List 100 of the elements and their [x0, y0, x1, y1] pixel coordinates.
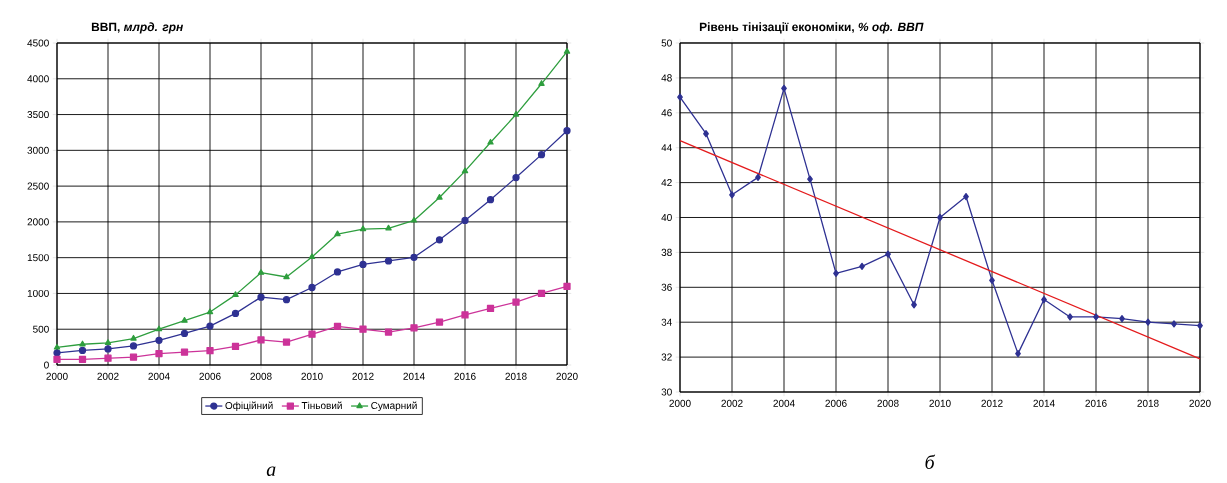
- point: [78, 355, 87, 363]
- point: [512, 173, 520, 182]
- y-tick-label: 36: [661, 283, 672, 291]
- point: [180, 329, 189, 338]
- point: [282, 338, 291, 346]
- point: [180, 348, 189, 356]
- point: [181, 317, 188, 323]
- point: [384, 257, 393, 265]
- x-tick-label: 2012: [352, 372, 374, 380]
- point: [512, 110, 520, 117]
- x-tick-label: 2010: [929, 399, 951, 407]
- point: [308, 283, 316, 292]
- y-tick-label: 38: [661, 248, 672, 256]
- point: [1119, 315, 1125, 323]
- legend-label: Сумарний: [371, 401, 417, 412]
- x-tick-label: 2000: [669, 399, 691, 407]
- point: [257, 336, 265, 344]
- point: [461, 311, 469, 319]
- point: [1067, 313, 1073, 321]
- point: [537, 289, 546, 298]
- point: [231, 309, 240, 318]
- point: [729, 191, 735, 199]
- text: а: [266, 466, 276, 477]
- point: [989, 276, 995, 284]
- y-tick-label: 40: [661, 213, 672, 222]
- point: [130, 334, 137, 341]
- y-tick-label: 0: [44, 361, 49, 369]
- point: [104, 339, 112, 345]
- point: [129, 353, 138, 361]
- point: [359, 325, 367, 333]
- point: [911, 301, 917, 309]
- y-tick-label: 1000: [27, 289, 49, 297]
- x-tick-label: 2014: [403, 372, 425, 380]
- point: [461, 167, 469, 174]
- point: [410, 216, 418, 223]
- legend-label: Офіційний: [225, 401, 273, 412]
- y-tick-label: 30: [661, 388, 672, 396]
- point: [807, 175, 813, 183]
- point: [435, 236, 444, 244]
- y-tick-label: 4000: [27, 75, 49, 83]
- y-tick-label: 44: [661, 144, 672, 152]
- point: [486, 304, 495, 313]
- point: [257, 269, 265, 275]
- point: [1093, 313, 1099, 321]
- point: [282, 296, 291, 304]
- point: [283, 273, 290, 280]
- point: [333, 322, 342, 330]
- x-tick-label: 2018: [1137, 399, 1159, 407]
- point: [308, 330, 316, 338]
- point: [384, 328, 393, 336]
- point: [755, 173, 761, 181]
- x-tick-label: 2008: [877, 399, 899, 407]
- point: [129, 342, 138, 350]
- point: [206, 322, 214, 330]
- point: [79, 340, 86, 347]
- x-tick-label: 2020: [1189, 399, 1211, 407]
- x-tick-label: 2002: [721, 399, 743, 407]
- point: [155, 336, 163, 344]
- y-tick-label: 3000: [27, 146, 49, 154]
- point: [104, 354, 112, 362]
- x-tick-label: 2012: [981, 399, 1003, 407]
- point: [53, 349, 61, 357]
- x-tick-label: 2006: [199, 372, 221, 380]
- text: б: [925, 454, 936, 470]
- y-tick-label: 50: [661, 39, 672, 47]
- point: [231, 342, 240, 351]
- point: [538, 80, 545, 86]
- point: [232, 291, 239, 298]
- y-tick-label: 1500: [27, 254, 49, 262]
- y-tick-label: 2000: [27, 218, 49, 226]
- point: [833, 269, 839, 277]
- point: [308, 253, 316, 260]
- point: [1197, 322, 1203, 330]
- point: [537, 150, 546, 159]
- point: [333, 268, 342, 276]
- point: [410, 253, 418, 261]
- y-tick-label: 500: [33, 325, 49, 333]
- x-tick-label: 2016: [454, 372, 476, 380]
- point: [385, 224, 392, 231]
- x-tick-label: 2010: [301, 372, 323, 380]
- x-tick-label: 2018: [505, 372, 527, 380]
- point: [53, 355, 61, 363]
- point: [359, 225, 367, 232]
- x-tick-label: 2016: [1085, 399, 1107, 407]
- x-tick-label: 2000: [46, 372, 68, 380]
- point: [78, 346, 87, 355]
- x-tick-label: 2004: [773, 399, 795, 407]
- point: [677, 93, 683, 101]
- chart-title: Рівень тінізації економіки, % оф. ВВП: [699, 22, 924, 34]
- point: [486, 196, 495, 204]
- y-tick-label: 48: [661, 74, 672, 82]
- point: [436, 193, 443, 200]
- x-tick-label: 2002: [97, 372, 119, 380]
- x-tick-label: 2020: [556, 372, 578, 380]
- point: [104, 345, 112, 353]
- point: [410, 324, 418, 332]
- y-tick-label: 32: [661, 353, 672, 361]
- point: [563, 47, 571, 54]
- point: [359, 260, 367, 269]
- point: [435, 318, 444, 326]
